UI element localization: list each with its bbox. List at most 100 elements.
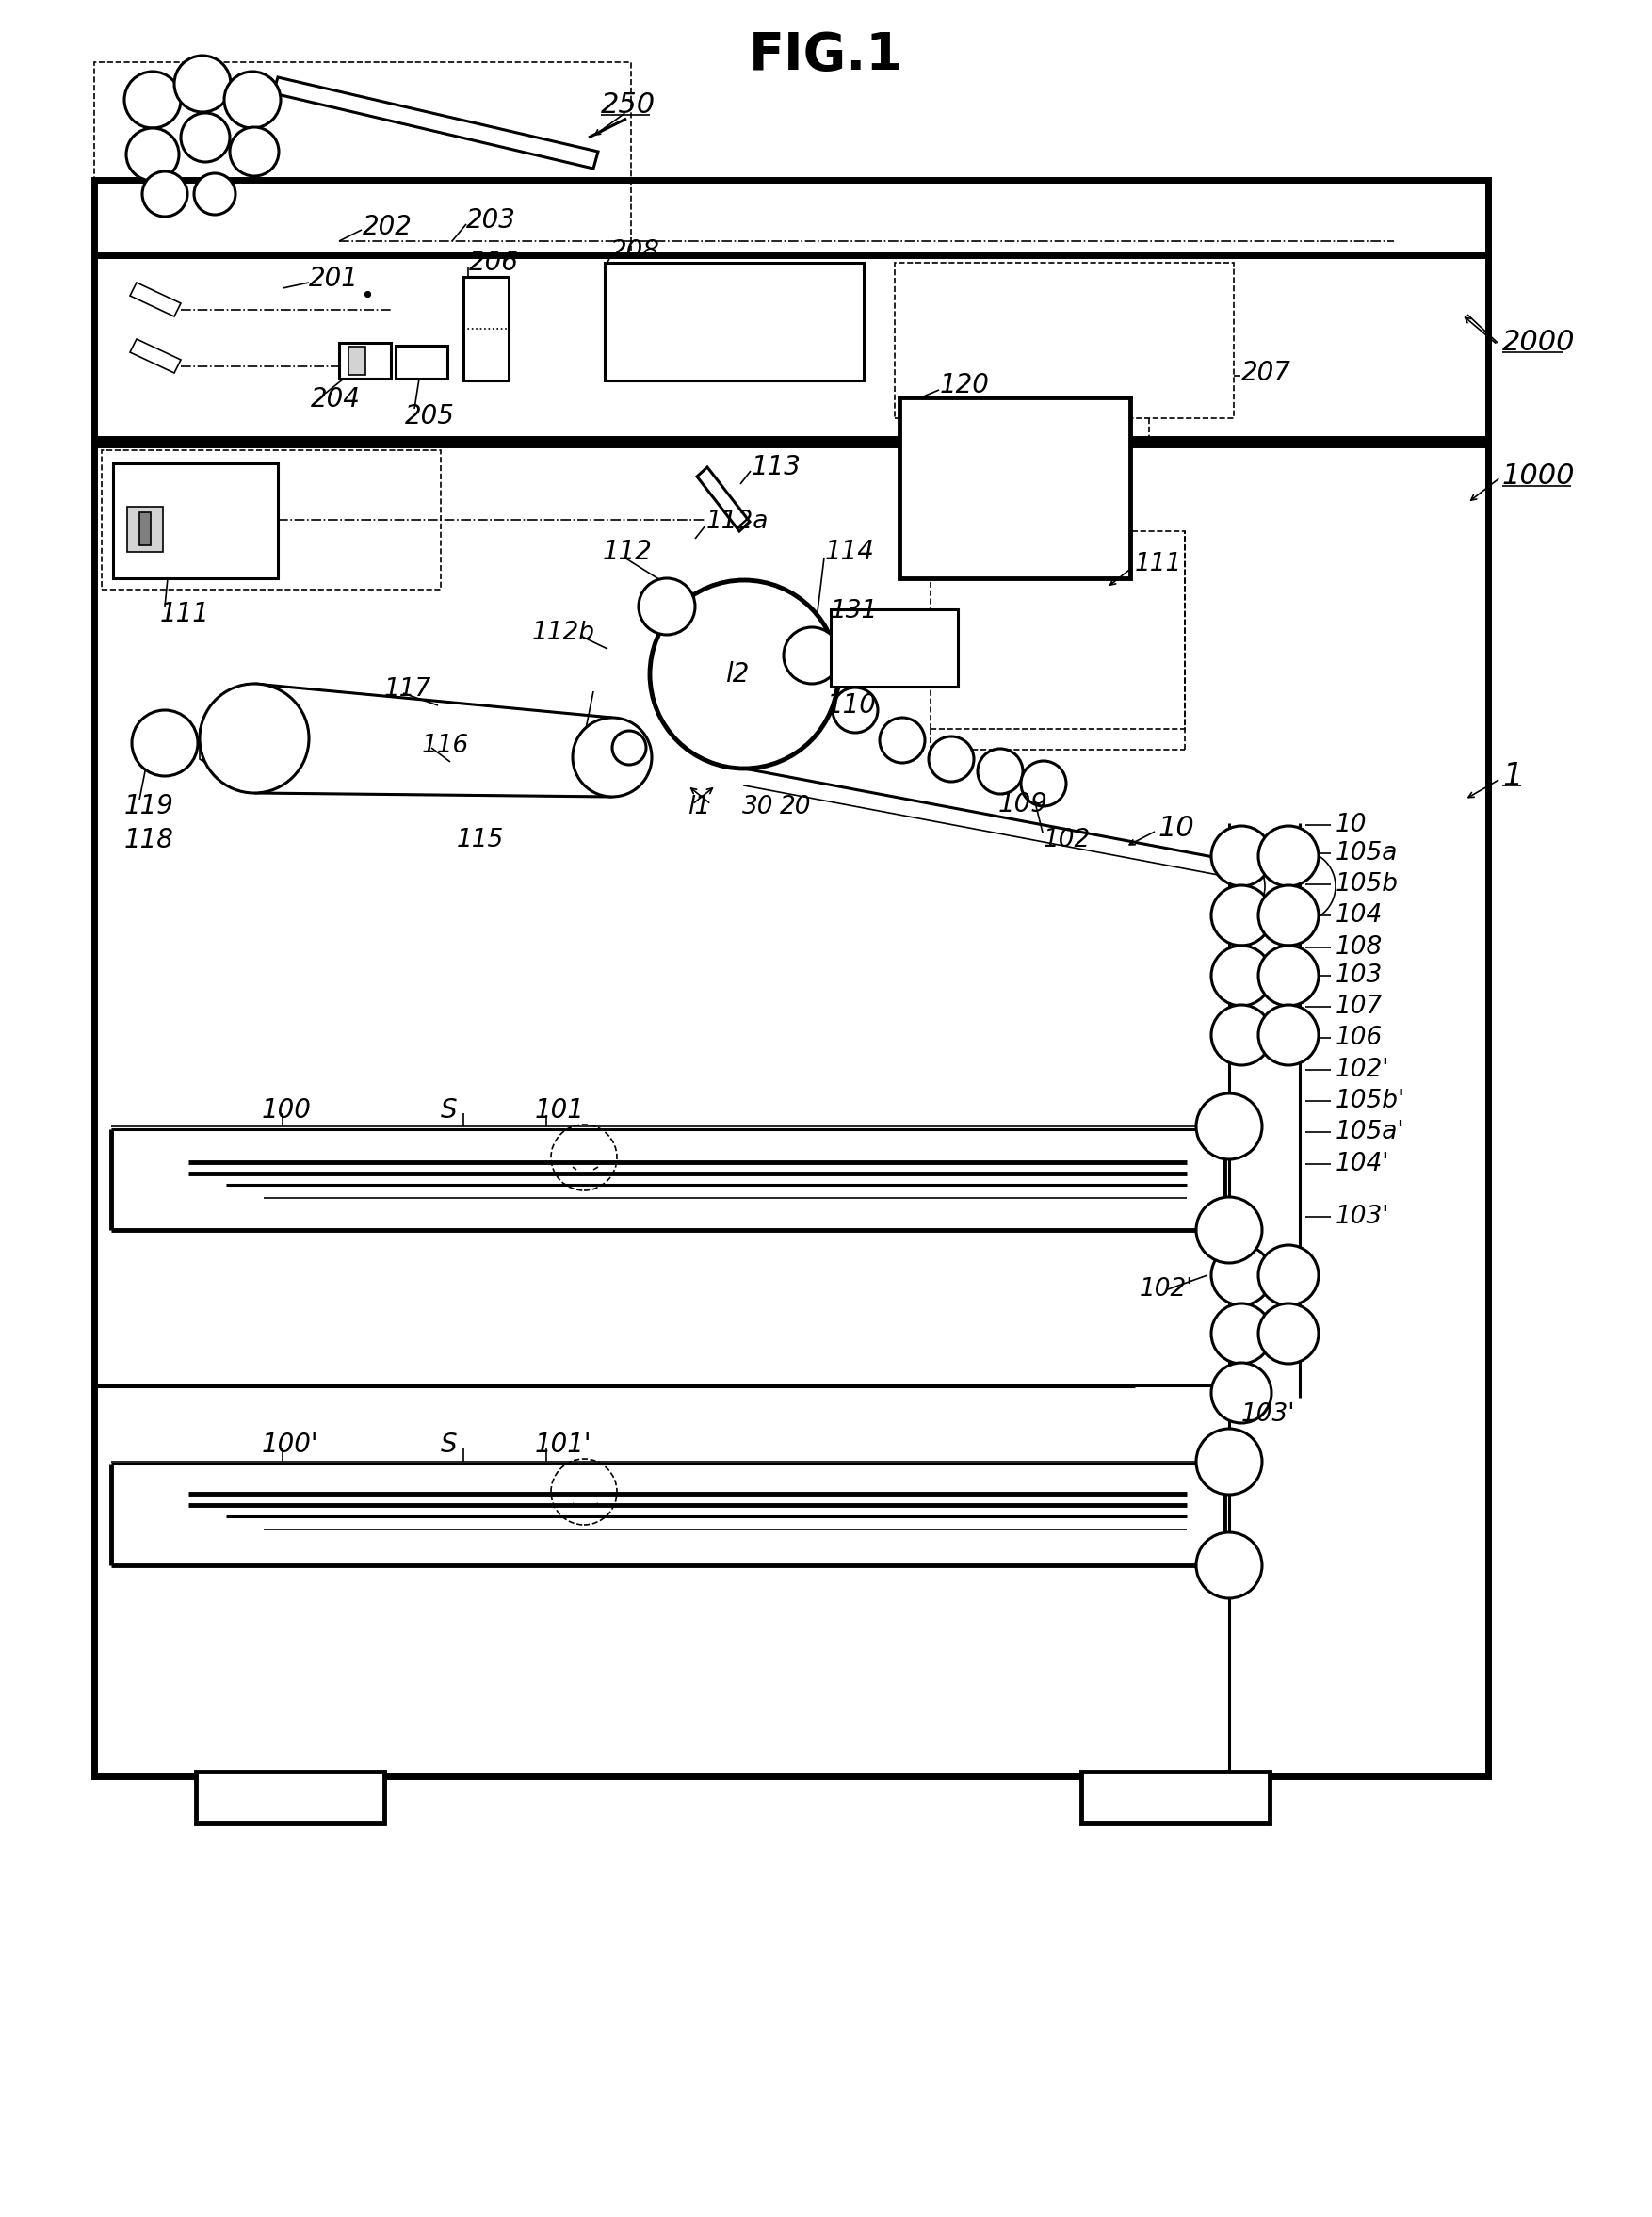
Bar: [94, 62, 631, 255]
Circle shape: [1211, 1304, 1272, 1363]
Text: 2000: 2000: [1502, 328, 1576, 357]
Text: 202: 202: [362, 213, 413, 239]
Circle shape: [1196, 1532, 1262, 1598]
Circle shape: [200, 683, 309, 794]
Bar: [127, 508, 164, 552]
Text: 102': 102': [1140, 1277, 1194, 1301]
Text: 20: 20: [780, 796, 811, 820]
Circle shape: [1211, 885, 1272, 947]
Text: 105a: 105a: [1335, 840, 1398, 865]
Circle shape: [126, 129, 178, 182]
Text: 103: 103: [1335, 964, 1383, 989]
Text: 100': 100': [261, 1432, 319, 1459]
Circle shape: [124, 71, 180, 129]
Circle shape: [1211, 1004, 1272, 1064]
Circle shape: [1259, 1246, 1318, 1306]
Bar: [831, 610, 958, 687]
Text: 118: 118: [124, 827, 173, 854]
Text: 1000: 1000: [1502, 463, 1576, 490]
Circle shape: [1211, 1363, 1272, 1423]
Text: 102: 102: [1044, 827, 1090, 851]
Text: 112b: 112b: [532, 621, 595, 645]
Bar: [94, 180, 1488, 255]
Circle shape: [639, 579, 695, 634]
Bar: [605, 264, 864, 381]
Text: 112a: 112a: [707, 510, 768, 534]
Bar: [94, 1386, 1229, 1776]
Circle shape: [1259, 1304, 1318, 1363]
Bar: [102, 450, 441, 590]
Text: 116: 116: [421, 734, 469, 758]
Bar: [197, 1771, 385, 1822]
Text: 10: 10: [1158, 814, 1194, 842]
Bar: [464, 277, 509, 381]
Text: 131: 131: [831, 599, 877, 623]
Text: 106: 106: [1335, 1026, 1383, 1051]
Bar: [339, 344, 392, 379]
Polygon shape: [131, 282, 180, 317]
Text: 104: 104: [1335, 902, 1383, 927]
Text: 110: 110: [828, 692, 877, 718]
Bar: [899, 397, 1130, 579]
Bar: [94, 446, 1488, 1776]
Circle shape: [1196, 1428, 1262, 1494]
Polygon shape: [273, 78, 598, 168]
Circle shape: [1196, 1197, 1262, 1264]
Text: 111: 111: [160, 601, 210, 627]
Text: 203: 203: [466, 206, 515, 233]
Circle shape: [193, 173, 236, 215]
Text: 111: 111: [1135, 552, 1183, 576]
Polygon shape: [697, 468, 750, 532]
Text: 109: 109: [998, 791, 1047, 818]
Text: 101': 101': [535, 1432, 591, 1459]
Circle shape: [142, 171, 187, 217]
Bar: [139, 512, 150, 545]
Text: 115: 115: [458, 827, 504, 851]
Text: 117: 117: [385, 676, 431, 701]
Text: 1: 1: [1502, 760, 1521, 791]
Circle shape: [649, 581, 838, 769]
Circle shape: [1259, 1004, 1318, 1064]
Text: 205: 205: [405, 403, 454, 430]
Circle shape: [1021, 760, 1066, 807]
Circle shape: [879, 718, 925, 763]
Text: 102': 102': [1335, 1058, 1389, 1082]
Text: 101: 101: [535, 1097, 585, 1124]
Text: 105b: 105b: [1335, 871, 1399, 896]
Text: 103': 103': [1335, 1204, 1389, 1228]
Bar: [94, 255, 1488, 439]
Circle shape: [1196, 1093, 1262, 1159]
Text: 112: 112: [603, 539, 653, 565]
Text: 105b': 105b': [1335, 1089, 1406, 1113]
Text: 108: 108: [1335, 936, 1383, 960]
Text: l1: l1: [687, 796, 710, 820]
Circle shape: [783, 627, 841, 683]
Circle shape: [230, 126, 279, 175]
Bar: [895, 264, 1234, 419]
Text: 105a': 105a': [1335, 1120, 1404, 1144]
Circle shape: [1259, 947, 1318, 1007]
Circle shape: [573, 718, 653, 796]
Circle shape: [173, 55, 231, 113]
Text: 30: 30: [742, 796, 773, 820]
Text: FIG.1: FIG.1: [748, 31, 904, 82]
Circle shape: [978, 749, 1023, 794]
Text: 208: 208: [610, 237, 661, 264]
Circle shape: [928, 736, 975, 783]
Bar: [930, 532, 1184, 729]
Text: l2: l2: [725, 661, 750, 687]
Bar: [112, 463, 278, 579]
Text: 104': 104': [1335, 1153, 1389, 1177]
Text: 207: 207: [1241, 359, 1292, 386]
Text: S: S: [441, 1097, 458, 1124]
Text: 120: 120: [940, 372, 990, 399]
Circle shape: [1259, 885, 1318, 947]
Text: S: S: [441, 1432, 458, 1459]
Circle shape: [1211, 947, 1272, 1007]
Text: 10: 10: [1335, 814, 1368, 838]
Circle shape: [1211, 1246, 1272, 1306]
Circle shape: [1211, 827, 1272, 887]
Bar: [349, 346, 365, 375]
Text: 204: 204: [311, 386, 360, 412]
Text: 114: 114: [824, 539, 876, 565]
